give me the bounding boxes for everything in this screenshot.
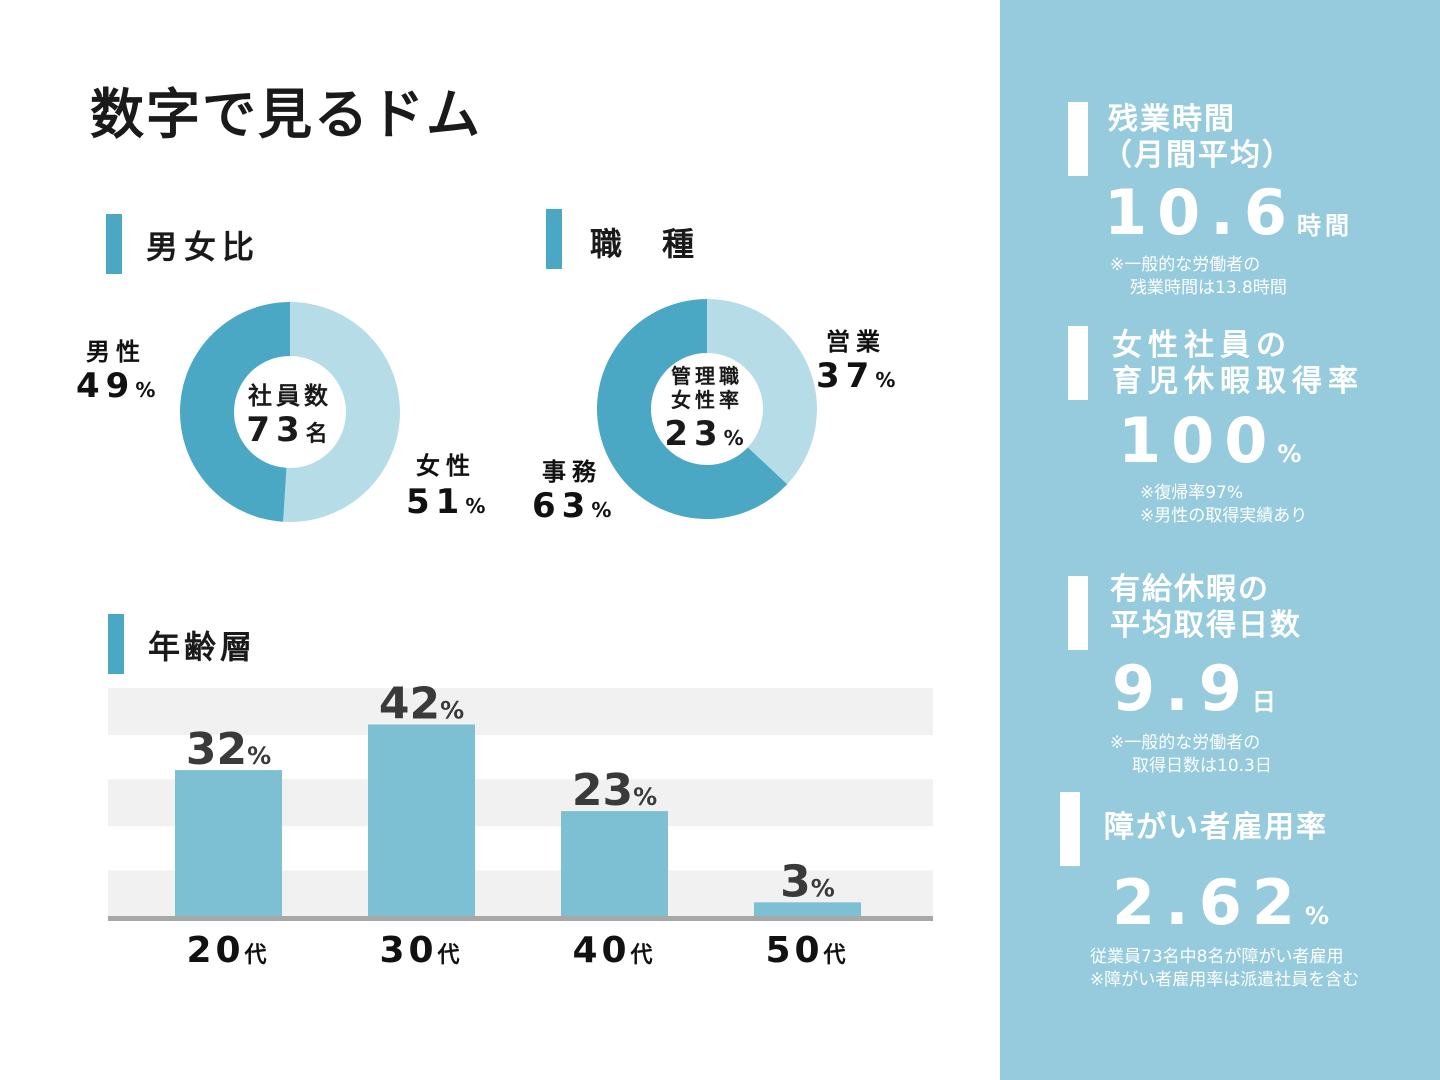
childcare-value: 100% [1118,404,1305,477]
childcare-note: ※復帰率97% ※男性の取得実績あり [1140,482,1307,528]
gender-heading: 男女比 [146,228,261,266]
category-label: 40代 [572,930,656,971]
disability-value: 2.62% [1112,866,1333,939]
childcare-unit: % [1277,440,1306,468]
sales-value-unit: % [875,368,898,392]
disability-title: 障がい者雇用率 [1104,810,1328,846]
job-center-line1: 管理職 [671,364,743,388]
overtime-marker [1068,102,1088,176]
employee-count: 73 [246,410,306,450]
female-manager-rate-unit: % [723,426,750,450]
bar-value-label: 3% [780,856,835,907]
job-heading: 職 種 [590,225,699,263]
gender-slice-1 [283,302,401,522]
category-label: 50代 [765,930,849,971]
disability-note-line2: ※障がい者雇用率は派遣社員を含む [1090,970,1360,990]
job-slice-1 [707,299,817,485]
disability-number: 2.62 [1112,866,1305,939]
grid-band [108,688,933,736]
overtime-title: 残業時間 （月間平均） [1102,102,1294,174]
office-value: 63% [532,486,613,526]
overtime-note-line2: 残業時間は13.8時間 [1130,278,1287,298]
disability-note: 従業員73名中8名が障がい者雇用 ※障がい者雇用率は派遣社員を含む [1090,946,1359,992]
bar-value-label: 42% [379,680,464,729]
gender-center-label: 社員数 [248,382,332,410]
paid-leave-note-line2: 取得日数は10.3日 [1132,756,1272,776]
overtime-number: 10.6 [1104,176,1297,249]
female-value-number: 51 [406,482,466,522]
paid-leave-title-line1: 有給休暇の [1110,572,1270,607]
disability-title-line1: 障がい者雇用率 [1104,810,1328,845]
overtime-note-line1: ※一般的な労働者の [1110,255,1261,275]
section-marker-gender [106,214,122,274]
section-marker-age [108,614,124,674]
job-slice-2 [596,299,788,519]
sales-value-number: 37 [816,356,876,396]
gender-slice-2 [180,302,290,522]
bar-value-label: 23% [572,765,657,816]
sales-value: 37% [816,356,897,396]
female-label: 女性 [416,452,476,480]
category-label: 20代 [186,930,270,971]
job-donut [596,299,817,519]
overtime-note: ※一般的な労働者の 残業時間は13.8時間 [1110,254,1287,300]
male-value-unit: % [135,378,158,402]
female-manager-rate: 23 [664,414,724,454]
female-value: 51% [406,482,487,522]
page-title: 数字で見るドム [90,83,482,146]
childcare-note-line2: ※男性の取得実績あり [1140,506,1308,526]
paid-leave-value: 9.9日 [1112,652,1280,725]
bar-20 [175,770,282,916]
paid-leave-note-line1: ※一般的な労働者の [1110,733,1261,753]
male-value: 49% [76,366,157,406]
category-label: 30代 [379,930,463,971]
paid-leave-marker [1068,576,1088,650]
chart-baseline [108,916,933,921]
childcare-note-line1: ※復帰率97% [1140,483,1244,503]
overtime-unit: 時間 [1296,212,1353,240]
childcare-marker [1068,326,1088,400]
bar-30 [368,724,475,916]
overtime-value: 10.6時間 [1104,176,1353,249]
sales-label: 営業 [826,328,886,356]
bar-value-label: 32% [186,724,271,775]
childcare-title-line1: 女性社員の [1112,328,1292,363]
female-value-unit: % [465,494,488,518]
male-value-number: 49 [76,366,136,406]
childcare-title: 女性社員の 育児休暇取得率 [1112,328,1364,400]
job-center-line2: 女性率 [671,388,743,412]
job-center-value: 23% [647,414,767,454]
age-heading: 年齢層 [148,628,257,666]
age-bar-chart: 32% 20代 42% 30代 23% 40代 3% 50代 [108,680,933,971]
overtime-title-line1: 残業時間 [1108,102,1236,137]
job-center-label: 管理職 女性率 [647,364,767,412]
office-value-unit: % [591,498,614,522]
stats-panel: 残業時間 （月間平均） 10.6時間 ※一般的な労働者の 残業時間は13.8時間… [1000,0,1440,1080]
bar-40 [561,811,668,916]
disability-unit: % [1304,902,1334,930]
childcare-number: 100 [1118,404,1278,477]
paid-leave-title: 有給休暇の 平均取得日数 [1110,572,1302,644]
male-label: 男性 [86,338,146,366]
employee-count-unit: 名 [305,422,334,447]
gender-donut [180,302,401,522]
childcare-title-line2: 育児休暇取得率 [1112,364,1364,399]
gender-center-count: 73名 [230,410,350,450]
office-label: 事務 [542,458,602,486]
bar-50 [754,902,861,916]
disability-marker [1060,792,1080,866]
paid-leave-note: ※一般的な労働者の 取得日数は10.3日 [1110,732,1272,778]
section-marker-job [546,209,562,269]
office-value-number: 63 [532,486,592,526]
paid-leave-title-line2: 平均取得日数 [1110,608,1302,643]
overtime-title-line2: （月間平均） [1102,138,1294,173]
paid-leave-number: 9.9 [1112,652,1252,725]
disability-note-line1: 従業員73名中8名が障がい者雇用 [1090,947,1344,967]
paid-leave-unit: 日 [1251,688,1280,716]
